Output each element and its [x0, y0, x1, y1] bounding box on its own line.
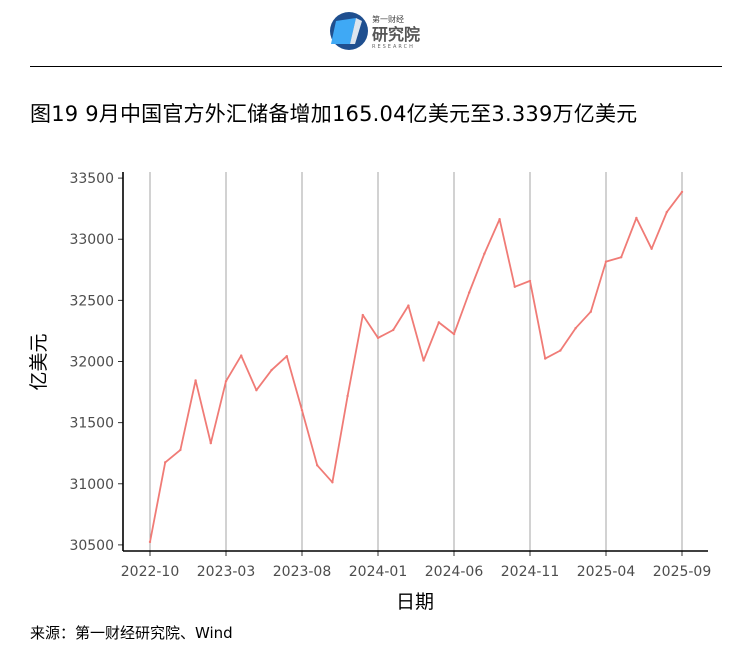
data-point [589, 310, 592, 313]
data-point [665, 210, 668, 214]
data-point [498, 217, 501, 221]
data-point [270, 368, 273, 372]
y-tick-label: 31000 [69, 477, 114, 493]
x-tick-label: 2023-08 [273, 564, 332, 580]
data-point [255, 389, 258, 392]
data-point [620, 256, 623, 259]
data-point [392, 328, 395, 332]
source-note: 来源：第一财经研究院、Wind [30, 624, 233, 642]
x-tick-label: 2022-10 [121, 564, 180, 580]
logo-mark [330, 12, 368, 50]
data-point [361, 313, 364, 317]
data-point [604, 260, 608, 263]
y-tick-label: 30500 [69, 538, 114, 554]
data-point [194, 379, 197, 382]
header-rule [30, 66, 722, 67]
data-point [635, 216, 638, 220]
data-point [452, 332, 456, 336]
data-point [331, 481, 334, 484]
data-point [483, 252, 486, 255]
data-point [407, 304, 410, 307]
x-tick-label: 2025-09 [653, 564, 712, 580]
data-point [559, 349, 562, 352]
logo-line2: 研究院 [372, 25, 420, 44]
data-point [376, 336, 380, 340]
logo: 第一财经 研究院 RESEARCH [330, 12, 420, 50]
x-tick-label: 2024-01 [349, 564, 408, 580]
y-tick-label: 33000 [69, 232, 114, 248]
x-tick-label: 2025-04 [577, 564, 636, 580]
data-point [437, 321, 440, 324]
data-point [164, 461, 167, 464]
x-axis-title: 日期 [396, 591, 434, 613]
data-point [300, 409, 304, 412]
data-point [285, 355, 288, 358]
data-point [148, 540, 152, 544]
data-point [224, 379, 228, 383]
data-point [468, 291, 471, 294]
x-tick-label: 2023-03 [197, 564, 256, 580]
data-point [346, 394, 349, 398]
axes [118, 172, 708, 556]
data-point [240, 354, 243, 357]
x-tick-label: 2024-06 [425, 564, 484, 580]
data-point [650, 247, 653, 250]
y-tick-label: 31500 [69, 416, 114, 432]
series [148, 190, 684, 544]
x-tick-label: 2024-11 [501, 564, 560, 580]
y-tick-label: 32000 [69, 355, 114, 371]
data-point [179, 448, 182, 452]
y-tick-label: 33500 [69, 171, 114, 187]
data-point [544, 357, 547, 360]
data-point [209, 441, 212, 445]
data-point [316, 464, 319, 467]
chart-title: 图19 9月中国官方外汇储备增加165.04亿美元至3.339万亿美元 [30, 102, 638, 126]
x-tick-labels: 2022-10 2023-03 2023-08 2024-01 2024-06 2024-… [121, 564, 712, 580]
data-point [680, 190, 684, 194]
y-axis-title: 亿美元 [28, 333, 50, 390]
y-tick-labels: 30500 31000 31500 32000 32500 33000 33500 [69, 171, 114, 554]
data-point [422, 359, 425, 362]
y-tick-label: 32500 [69, 293, 114, 309]
data-point [574, 327, 577, 330]
grid-lines [149, 172, 683, 551]
data-point [528, 279, 532, 283]
data-point [513, 285, 516, 289]
logo-line1: 第一财经 [372, 14, 404, 24]
series-line [149, 191, 683, 543]
logo-line3: RESEARCH [372, 44, 415, 50]
